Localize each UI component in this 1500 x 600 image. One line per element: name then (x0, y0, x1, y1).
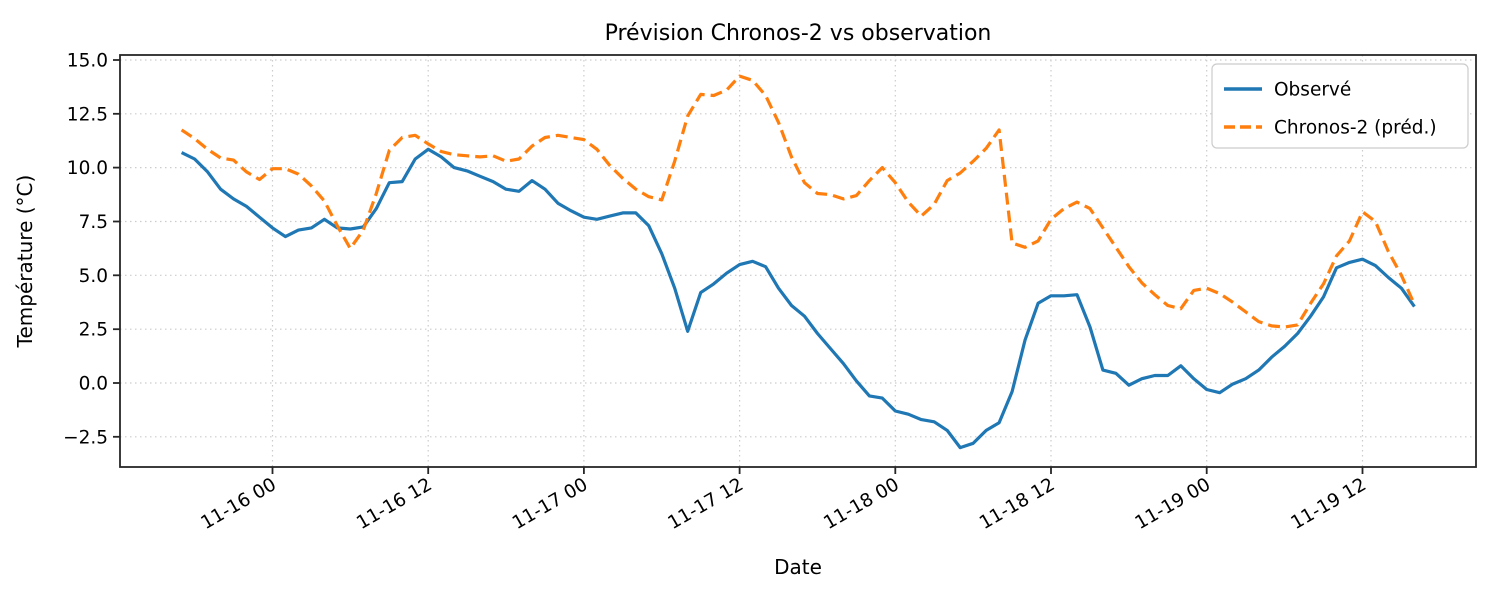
axes-border (119, 54, 1477, 468)
y-tick-label: 0.0 (79, 374, 108, 395)
x-tick-label: 11-16 12 (353, 474, 436, 534)
y-axis-label: Température (°C) (13, 175, 37, 349)
chart-title: Prévision Chronos-2 vs observation (605, 21, 992, 46)
legend-item-label: Observé (1274, 80, 1351, 101)
y-tick-label: 10.0 (67, 158, 108, 179)
legend: Observé Chronos-2 (préd.) (1211, 63, 1469, 149)
y-tick-label: 7.5 (79, 212, 108, 233)
y-tick-label: 5.0 (79, 266, 108, 287)
series-line-forecast (180, 74, 1416, 329)
y-tick-label: 2.5 (79, 320, 108, 341)
x-tick-label: 11-19 00 (1132, 474, 1215, 534)
x-tick-label: 11-16 00 (197, 474, 280, 534)
legend-box (1211, 63, 1469, 149)
legend-item-label: Chronos-2 (préd.) (1274, 118, 1437, 139)
x-tick-label: 11-19 12 (1287, 474, 1370, 534)
y-tick-label: 15.0 (67, 51, 108, 72)
x-tick-label: 11-17 12 (665, 474, 748, 534)
series-line-observed (180, 147, 1416, 450)
x-axis-label: Date (774, 555, 822, 579)
x-tick-label: 11-18 00 (820, 474, 903, 534)
x-tick-label: 11-17 00 (509, 474, 592, 534)
y-tick-label: −2.5 (63, 427, 108, 448)
y-tick-label: 12.5 (67, 104, 108, 125)
x-tick-label: 11-18 12 (976, 474, 1059, 534)
